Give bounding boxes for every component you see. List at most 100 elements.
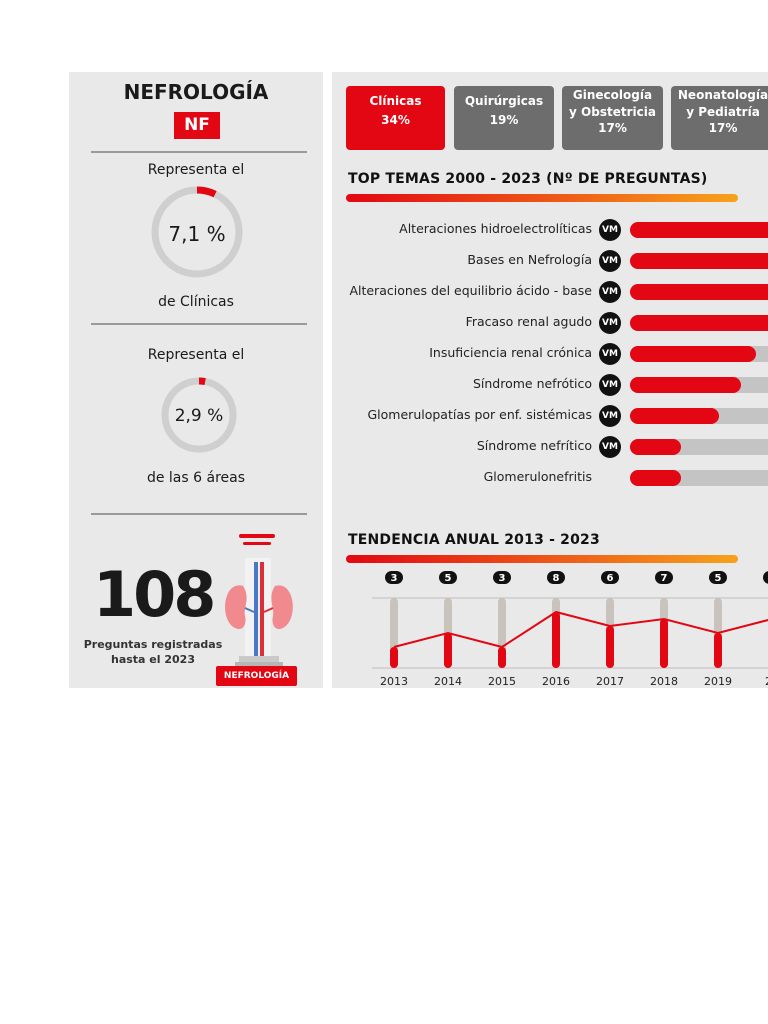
bar-track bbox=[630, 346, 768, 362]
title-underline bbox=[346, 194, 738, 202]
bar-label: Glomerulonefritis bbox=[483, 469, 592, 484]
column bbox=[390, 647, 398, 668]
value-label: 6 bbox=[607, 573, 614, 584]
tendencia-title: TENDENCIA ANUAL 2013 - 2023 bbox=[348, 532, 600, 548]
value-label: 7 bbox=[661, 573, 668, 584]
stat2-value: 2,9 % bbox=[174, 406, 224, 426]
tab-label: Quirúrgicas bbox=[464, 94, 544, 108]
tab-label: Neonatología bbox=[677, 88, 768, 102]
bar bbox=[630, 253, 768, 269]
x-tick-label: 2017 bbox=[596, 675, 624, 688]
vm-badge: VM bbox=[599, 436, 621, 458]
bar-track bbox=[630, 253, 768, 269]
vm-badge: VM bbox=[599, 374, 621, 396]
x-tick-label: 2018 bbox=[650, 675, 678, 688]
x-tick-label: 2019 bbox=[704, 675, 732, 688]
value-badge bbox=[601, 571, 619, 584]
stat2-ring-fill bbox=[161, 377, 237, 453]
value-badge bbox=[655, 571, 673, 584]
stat2-prefix: Representa el bbox=[147, 347, 245, 363]
bar-label: Síndrome nefrótico bbox=[472, 376, 592, 391]
bar-track bbox=[630, 222, 768, 238]
bar-track bbox=[630, 377, 768, 393]
x-tick-label: 20 bbox=[765, 675, 768, 688]
stat1-suffix: de Clínicas bbox=[158, 294, 234, 310]
tab-percent: 19% bbox=[489, 113, 519, 127]
column bbox=[660, 619, 668, 668]
divider bbox=[91, 323, 307, 325]
summary-panel: NEFROLOGÍA NF Representa el 7,1 % de Clí… bbox=[69, 72, 323, 688]
tab-clinicas[interactable]: Clínicas 34% bbox=[346, 86, 445, 150]
value-label: 3 bbox=[391, 573, 398, 584]
stat1-ring bbox=[151, 186, 243, 278]
specialty-title: NEFROLOGÍA bbox=[123, 80, 269, 104]
total-questions-line2: hasta el 2023 bbox=[111, 653, 195, 666]
x-tick-label: 2014 bbox=[434, 675, 462, 688]
tab-neonatologia-pediatria[interactable]: Neonatología y Pediatría 17% bbox=[671, 86, 768, 150]
bar-label: Alteraciones del equilibrio ácido - base bbox=[349, 283, 592, 298]
bar-label: Insuficiencia renal crónica bbox=[429, 345, 592, 360]
tab-ginecologia-obstetricia[interactable]: Ginecología y Obstetricia 17% bbox=[562, 86, 663, 150]
value-label: 8 bbox=[553, 573, 560, 584]
vm-badge: VM bbox=[599, 343, 621, 365]
value-label: 5 bbox=[445, 573, 452, 584]
bar-label: Glomerulopatías por enf. sistémicas bbox=[367, 407, 593, 422]
value-label: 3 bbox=[499, 573, 506, 584]
value-label: 5 bbox=[715, 573, 722, 584]
vm-badge: VM bbox=[599, 312, 621, 334]
bar-label: Síndrome nefrítico bbox=[476, 438, 592, 453]
bar-track bbox=[630, 470, 768, 486]
vm-badge: VM bbox=[599, 405, 621, 427]
x-tick-label: 2015 bbox=[488, 675, 516, 688]
bar-track bbox=[630, 439, 768, 455]
bar bbox=[630, 284, 768, 300]
tendencia-line-chart: 32013520143201582016620177201852019720 bbox=[372, 571, 768, 688]
value-badge bbox=[547, 571, 565, 584]
tab-quirurgicas[interactable]: Quirúrgicas 19% bbox=[454, 86, 554, 150]
stat1-value: 7,1 % bbox=[168, 222, 226, 246]
detail-panel: Clínicas 34% Quirúrgicas 19% Ginecología… bbox=[332, 72, 768, 688]
tab-percent: 17% bbox=[708, 121, 738, 135]
bar bbox=[630, 346, 756, 362]
bar bbox=[630, 222, 768, 238]
tab-label: Clínicas bbox=[369, 94, 422, 108]
total-questions-line1: Preguntas registradas bbox=[83, 638, 223, 651]
title-underline bbox=[346, 555, 738, 563]
value-badge bbox=[763, 571, 768, 584]
column bbox=[444, 633, 452, 668]
value-badge bbox=[493, 571, 511, 584]
column bbox=[552, 612, 560, 668]
bar-label: Fracaso renal agudo bbox=[465, 314, 592, 329]
specialty-tag: NEFROLOGÍA bbox=[216, 666, 297, 686]
tab-label-line2: y Obstetricia bbox=[569, 104, 656, 119]
bar bbox=[630, 470, 681, 486]
divider bbox=[91, 513, 307, 515]
stat1-prefix: Representa el bbox=[147, 162, 245, 178]
column bbox=[714, 633, 722, 668]
tab-label: Ginecología bbox=[572, 88, 653, 102]
stat2-suffix: de las 6 áreas bbox=[146, 470, 246, 486]
vm-badge: VM bbox=[599, 250, 621, 272]
specialty-badge: NF bbox=[174, 112, 220, 139]
vm-badge: VM bbox=[599, 219, 621, 241]
tab-label-line2: y Pediatría bbox=[686, 104, 760, 119]
bar bbox=[630, 315, 768, 331]
bar-label: Alteraciones hidroelectrolíticas bbox=[399, 221, 592, 236]
bar bbox=[630, 408, 719, 424]
divider bbox=[91, 151, 307, 153]
top-temas-title: TOP TEMAS 2000 - 2023 (Nº DE PREGUNTAS) bbox=[348, 171, 708, 187]
bar-track bbox=[630, 284, 768, 300]
bar-label: Bases en Nefrología bbox=[467, 252, 592, 267]
x-tick-label: 2016 bbox=[542, 675, 570, 688]
bar-track bbox=[630, 408, 768, 424]
stat1-ring-fill bbox=[151, 186, 243, 278]
column bbox=[606, 626, 614, 668]
column bbox=[498, 647, 506, 668]
kidney-illustration-icon bbox=[225, 534, 293, 678]
stat2-ring bbox=[161, 377, 237, 453]
tab-percent: 34% bbox=[381, 113, 410, 127]
vm-badge: VM bbox=[599, 281, 621, 303]
tab-percent: 17% bbox=[598, 121, 627, 135]
bar bbox=[630, 377, 741, 393]
value-badge bbox=[385, 571, 403, 584]
